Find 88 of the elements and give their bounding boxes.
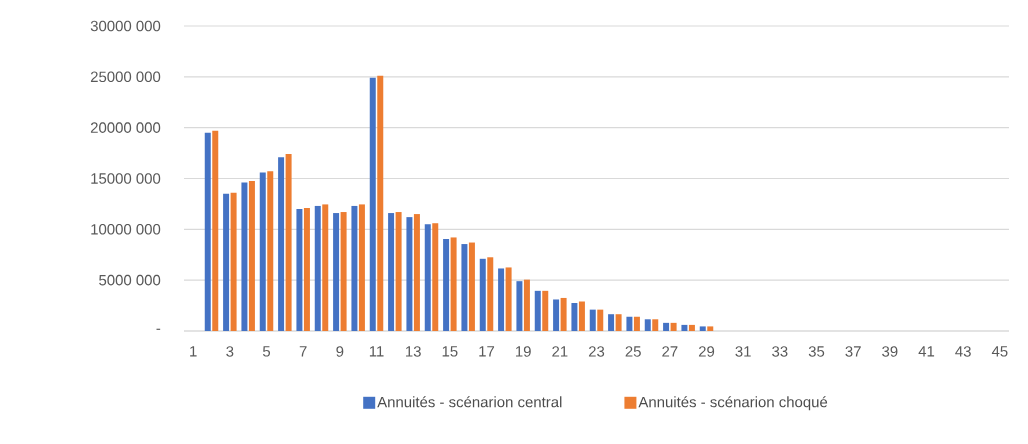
bar	[633, 316, 640, 331]
x-tick-label: 9	[336, 346, 344, 357]
x-tick-label: 25	[625, 346, 641, 357]
bar	[285, 154, 292, 331]
x-tick-label: 43	[955, 346, 971, 357]
x-tick-label: 29	[698, 346, 715, 357]
bar	[663, 322, 670, 331]
x-tick-label: 39	[882, 346, 898, 357]
bar	[303, 207, 310, 331]
bar	[424, 224, 431, 331]
bar	[413, 214, 420, 331]
bar	[707, 326, 714, 331]
x-tick-label: 13	[406, 346, 421, 357]
y-tick-label: -	[156, 328, 161, 330]
x-tick-label: 31	[735, 346, 751, 357]
bar	[498, 268, 505, 331]
x-tick-label: 19	[516, 346, 531, 357]
y-tick-label: 15000 000	[91, 173, 161, 184]
x-tick-label: 33	[772, 346, 788, 357]
bar	[487, 257, 494, 331]
bar	[377, 75, 384, 331]
bar	[443, 238, 450, 331]
bar	[615, 314, 622, 331]
bar	[468, 242, 475, 331]
bar	[296, 208, 303, 331]
bar	[560, 297, 567, 331]
x-tick-label: 41	[918, 346, 935, 357]
bar	[267, 171, 274, 331]
x-tick-label: 17	[479, 346, 495, 357]
bar	[333, 213, 340, 331]
bar	[230, 192, 237, 331]
bar	[589, 309, 596, 331]
x-tick-label: 1	[190, 346, 197, 357]
y-tick-label: 30000 000	[90, 20, 161, 32]
bar	[505, 267, 512, 331]
bar	[223, 193, 230, 331]
bar	[542, 290, 549, 331]
bar	[523, 279, 530, 331]
bar	[278, 157, 285, 331]
bar	[699, 326, 706, 331]
bar	[681, 324, 688, 331]
bar	[248, 181, 255, 331]
x-tick-label: 35	[808, 346, 825, 357]
bar	[340, 212, 347, 331]
x-tick-label: 3	[226, 346, 234, 357]
bar	[322, 204, 329, 331]
x-tick-label: 45	[991, 346, 1008, 357]
bar	[432, 223, 439, 331]
bar	[553, 299, 560, 331]
bar	[688, 324, 695, 331]
x-tick-label: 27	[662, 346, 678, 357]
bar	[395, 212, 402, 331]
bar	[351, 205, 358, 331]
y-tick-label: 5000 000	[99, 274, 161, 286]
legend-label: Annuités - scénarion choqué	[638, 396, 828, 411]
bar	[241, 182, 248, 331]
bar	[479, 258, 486, 331]
bar	[608, 314, 615, 331]
x-tick-label: 23	[588, 346, 605, 357]
bar	[369, 77, 376, 331]
bar	[406, 217, 413, 331]
legend-label: Annuités - scénarion central	[377, 396, 562, 408]
x-tick-label: 7	[299, 346, 307, 357]
bar	[626, 316, 633, 331]
x-tick-label: 21	[552, 346, 568, 357]
bar	[578, 301, 585, 331]
bar	[259, 172, 266, 331]
bar	[534, 290, 541, 331]
y-tick-label: 20000 000	[90, 122, 161, 133]
y-tick-label: 10000 000	[91, 224, 161, 235]
bar	[516, 281, 523, 331]
bar	[212, 130, 219, 331]
bar	[571, 303, 578, 331]
x-tick-label: 37	[845, 346, 861, 357]
bar	[450, 237, 457, 331]
bar	[388, 213, 395, 331]
bar	[670, 322, 677, 331]
bar	[644, 319, 651, 331]
bar	[358, 204, 365, 331]
y-tick-label: 25000 000	[90, 71, 161, 83]
bar	[652, 319, 659, 331]
x-tick-label: 11	[369, 346, 384, 357]
bar	[597, 309, 604, 331]
x-tick-label: 5	[262, 346, 271, 357]
x-tick-label: 15	[442, 346, 458, 357]
bar	[461, 244, 468, 331]
bar	[204, 132, 211, 331]
bar	[314, 205, 321, 331]
